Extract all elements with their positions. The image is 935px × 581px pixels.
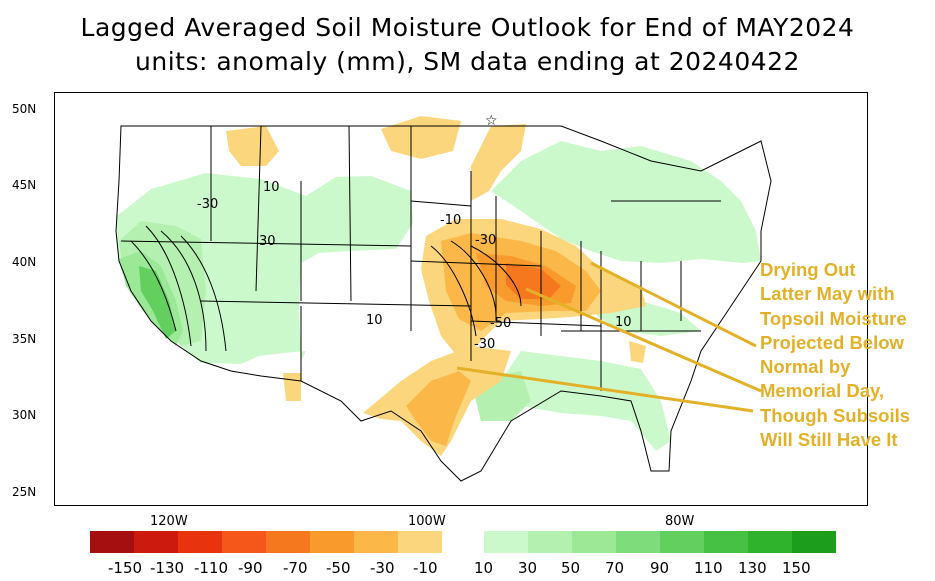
map-title: Lagged Averaged Soil Moisture Outlook fo…: [80, 13, 855, 42]
arrow-line-3: [456, 366, 754, 413]
colorbar-label: -10: [413, 559, 438, 577]
colorbar-swatch-negative: [398, 531, 442, 553]
green-region-california-core: [139, 266, 176, 339]
annotation-text: Drying Out Latter May with Topsoil Moist…: [760, 259, 911, 451]
star-icon: ☆: [485, 113, 498, 129]
colorbar-label: 150: [782, 559, 811, 577]
colorbar-swatch-negative: [354, 531, 398, 553]
colorbar-label: -30: [370, 559, 395, 577]
lat-label-35n: 35N: [12, 332, 37, 346]
colorbar-label: -70: [283, 559, 308, 577]
colorbar-label: -90: [238, 559, 263, 577]
colorbar-label: -130: [150, 559, 185, 577]
colorbar-label: -150: [108, 559, 143, 577]
colorbar-swatch-negative: [310, 531, 354, 553]
colorbar-swatch-negative: [222, 531, 266, 553]
colorbar-swatch-positive: [792, 531, 836, 553]
colorbar-swatch-negative: [266, 531, 310, 553]
colorbar-swatch-positive: [528, 531, 572, 553]
lat-label-30n: 30N: [12, 408, 37, 422]
colorbar-label: 110: [694, 559, 723, 577]
dry-region-texas-30: [406, 371, 471, 446]
colorbar-swatch-positive: [616, 531, 660, 553]
dry-region-central-70: [506, 263, 561, 299]
colorbar-swatch-negative: [90, 531, 134, 553]
colorbar-label: -110: [194, 559, 229, 577]
contour-label: 10: [615, 315, 632, 330]
arrow-line-1: [590, 261, 757, 348]
map-canvas: ☆: [115, 113, 772, 482]
green-region-northeast: [491, 141, 761, 263]
state-lines-west: [120, 125, 472, 381]
colorbar-swatch-positive: [572, 531, 616, 553]
borders: [115, 125, 772, 482]
colorbar-swatch-positive: [660, 531, 704, 553]
contour-label: 30: [259, 234, 276, 249]
lon-label-80w: 80W: [665, 514, 695, 529]
soil-moisture-map: ☆: [54, 92, 868, 506]
dry-region-great-lakes: [471, 124, 526, 201]
contour-lines-west: [130, 225, 227, 352]
lat-label-45n: 45N: [12, 178, 37, 192]
contour-label: 10: [263, 180, 280, 195]
colorbar-swatch-positive: [484, 531, 528, 553]
dry-region-north-dakota: [381, 116, 461, 159]
dry-region-arizona-spot: [283, 373, 301, 401]
annotation-arrows: [456, 261, 762, 413]
dry-region-florida-spot: [629, 341, 646, 363]
colorbar-swatch-positive: [748, 531, 792, 553]
arrow-line-2: [525, 287, 762, 393]
contour-label: -30: [474, 337, 496, 352]
colorbar-label: 30: [518, 559, 538, 577]
contour-lines-central: [430, 240, 522, 337]
green-region-southeast: [501, 351, 671, 451]
contour-label: -30: [475, 233, 497, 248]
colorbar-label: 130: [738, 559, 767, 577]
colorbar-swatch-negative: [178, 531, 222, 553]
colorbar-label: 90: [650, 559, 670, 577]
dry-region-north-montana: [226, 126, 279, 166]
outline-conus: [115, 125, 772, 482]
contour-label: -30: [197, 197, 219, 212]
contour-label: -10: [440, 213, 462, 228]
colorbar-label: 10: [474, 559, 494, 577]
contour-label: -50: [490, 316, 512, 331]
lat-label-25n: 25N: [12, 485, 37, 499]
contour-label: 10: [366, 313, 383, 328]
colorbar-label: 50: [561, 559, 581, 577]
colorbar-swatch-negative: [134, 531, 178, 553]
lon-label-100w: 100W: [408, 514, 446, 529]
colorbar-label: -50: [326, 559, 351, 577]
state-lines-central: [410, 171, 602, 361]
lon-label-120w: 120W: [150, 514, 188, 529]
positive-anomaly-shading: [117, 141, 761, 451]
lat-label-50n: 50N: [12, 102, 37, 116]
lat-label-40n: 40N: [12, 255, 37, 269]
colorbar-swatch-positive: [704, 531, 748, 553]
map-subtitle: units: anomaly (mm), SM data ending at 2…: [135, 47, 800, 76]
colorbar-label: 70: [605, 559, 625, 577]
negative-anomaly-shading: [226, 116, 646, 456]
